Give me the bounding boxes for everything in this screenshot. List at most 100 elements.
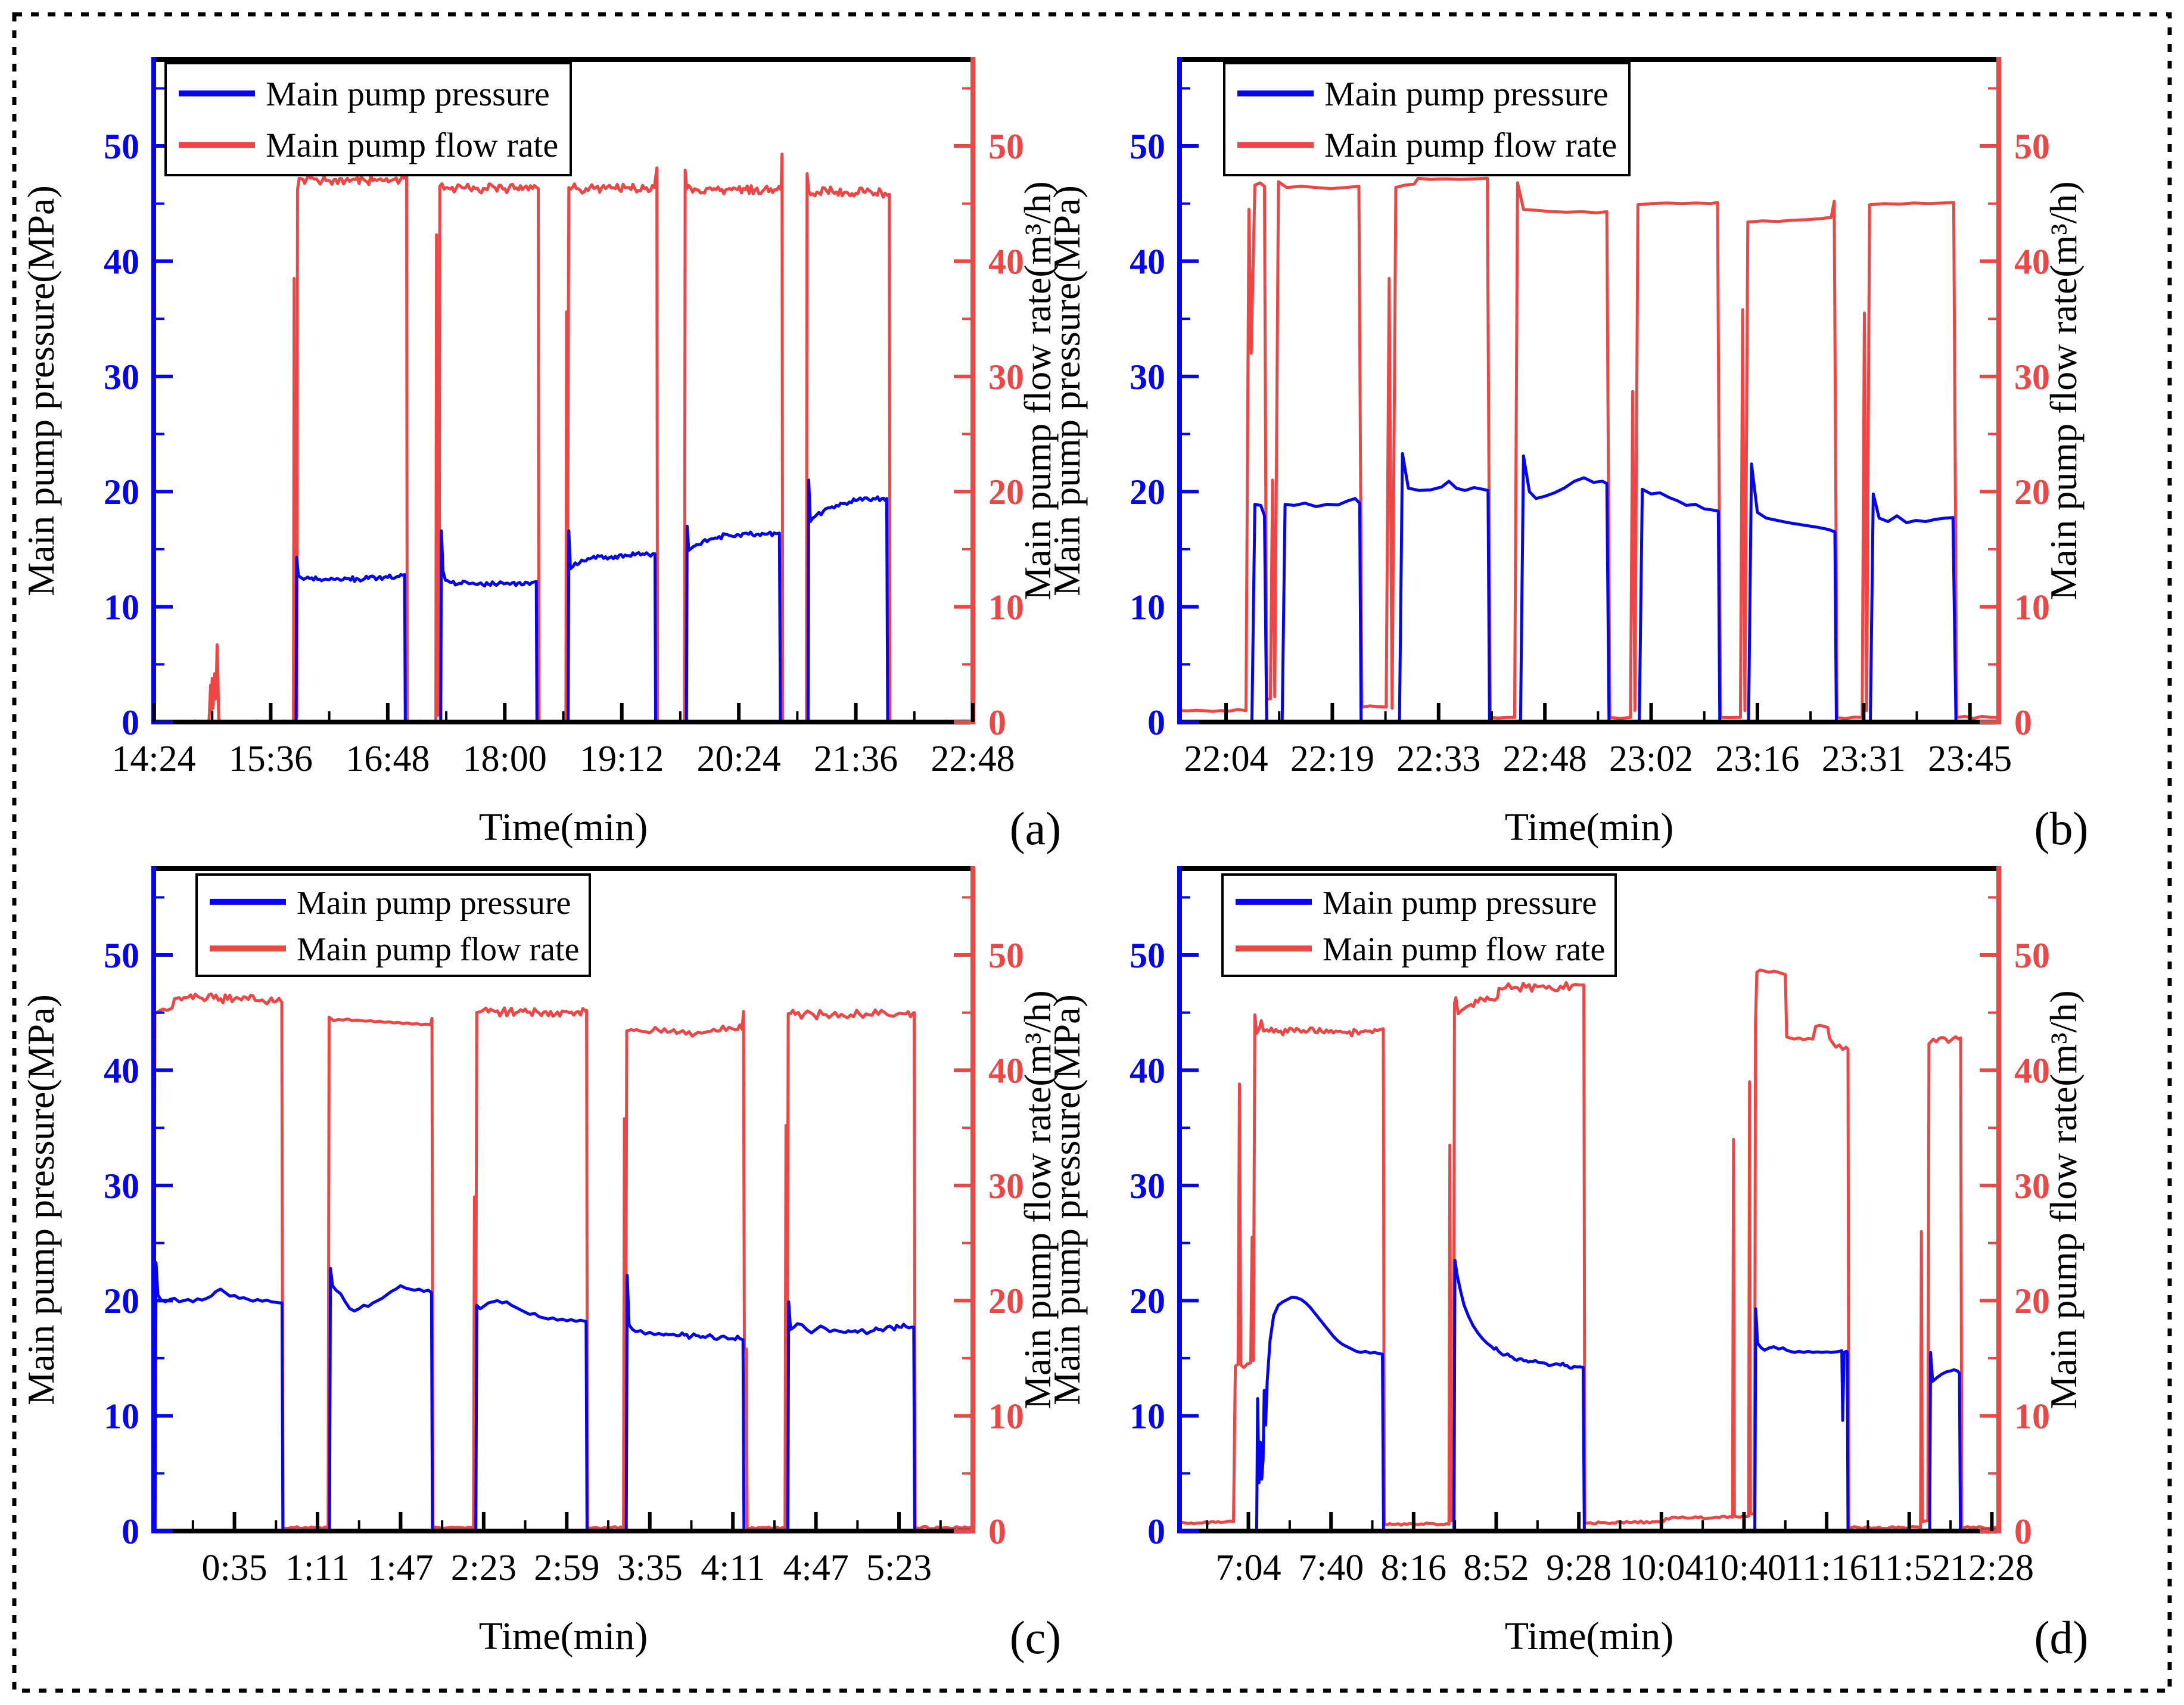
y-tick-label-left: 40 (1130, 1051, 1165, 1090)
y-axis-right-title: Main pump flow rate(m³/h) (1016, 181, 1059, 600)
x-tick-label: 22:48 (931, 739, 1015, 779)
x-tick-label: 1:11 (285, 1548, 350, 1588)
y-tick-label-left: 30 (1130, 357, 1165, 397)
plot-data-area (152, 992, 975, 1533)
y-tick-label-right: 50 (2014, 936, 2050, 975)
x-axis-title: Time(min) (1505, 1614, 1674, 1658)
x-tick-label: 23:45 (1928, 739, 2012, 779)
x-tick-label: 11:52 (1868, 1548, 1950, 1588)
y-axis-right-title: Main pump flow rate(m³/h) (2042, 181, 2085, 600)
flow-rate-line (1178, 176, 2001, 720)
y-tick-label-right: 30 (988, 1166, 1024, 1206)
x-tick-label: 2:23 (451, 1548, 517, 1588)
pressure-line (1178, 452, 2001, 724)
legend-box (164, 62, 572, 176)
x-tick-label: 0:35 (201, 1548, 267, 1588)
y-axis-left-title: Main pump pressure(MPa) (20, 994, 62, 1405)
y-tick-label-right: 20 (988, 1281, 1024, 1321)
legend: Main pump pressure Main pump flow rate (1223, 62, 1631, 176)
y-tick-label-right: 40 (988, 242, 1024, 281)
panel-d: 0 0 10 10 20 20 30 30 40 40 50 50 7:04 7:40 8:16 8:52 9:… (1046, 866, 2088, 1663)
pressure-line (1178, 1259, 2001, 1533)
flow-rate-line (152, 992, 975, 1530)
legend: Main pump pressure Main pump flow rate (1221, 873, 1617, 977)
y-tick-label-left: 30 (104, 357, 139, 397)
y-tick-label-left: 40 (104, 242, 139, 281)
legend-pressure-label: Main pump pressure (1323, 885, 1597, 922)
y-tick-label-left: 30 (1130, 1166, 1165, 1206)
y-tick-label-left: 20 (104, 1281, 139, 1321)
x-tick-label: 18:00 (463, 739, 547, 779)
x-tick-label: 22:19 (1290, 739, 1374, 779)
legend-box (1223, 62, 1631, 176)
pressure-line (152, 478, 975, 724)
x-tick-label: 1:47 (368, 1548, 433, 1588)
x-axis-title: Time(min) (479, 805, 648, 849)
figure-dashed-border (12, 12, 2172, 1693)
x-tick-label: 10:04 (1619, 1548, 1703, 1588)
y-tick-label-right: 0 (988, 703, 1006, 742)
y-tick-label-left: 50 (104, 936, 139, 975)
legend: Main pump pressure Main pump flow rate (164, 62, 572, 176)
y-axis-left-title: Main pump pressure(MPa) (1046, 994, 1088, 1405)
y-tick-label-left: 20 (1130, 472, 1165, 512)
y-tick-label-right: 10 (988, 1397, 1024, 1436)
x-tick-label: 23:16 (1715, 739, 1799, 779)
legend-pressure-label: Main pump pressure (297, 885, 571, 922)
y-tick-label-left: 50 (1130, 127, 1165, 166)
x-tick-label: 8:16 (1381, 1548, 1446, 1588)
x-tick-label: 7:04 (1215, 1548, 1281, 1588)
x-axis-title: Time(min) (1505, 805, 1674, 849)
y-tick-label-right: 20 (988, 472, 1024, 512)
panel-a: 0 0 10 10 20 20 30 30 40 40 50 50 14:24 15:36 16:48 18:… (20, 57, 1061, 854)
plot-data-area (1178, 968, 2001, 1533)
x-tick-label: 23:31 (1822, 739, 1906, 779)
x-tick-label: 23:02 (1609, 739, 1693, 779)
legend-pressure-label: Main pump pressure (1324, 74, 1609, 113)
x-tick-label: 8:52 (1463, 1548, 1529, 1588)
y-tick-label-right: 0 (2014, 1512, 2032, 1551)
x-tick-label: 2:59 (534, 1548, 599, 1588)
legend-flow-label: Main pump flow rate (266, 126, 558, 164)
x-axis-title: Time(min) (479, 1614, 648, 1658)
y-tick-label-right: 20 (2014, 1281, 2050, 1321)
y-tick-label-left: 0 (122, 1512, 139, 1551)
y-axis-left-title: Main pump pressure(MPa) (1046, 185, 1088, 596)
y-tick-label-left: 10 (1130, 1397, 1165, 1436)
legend-flow-label: Main pump flow rate (297, 931, 579, 968)
x-tick-label: 19:12 (580, 739, 664, 779)
y-tick-label-left: 0 (122, 703, 139, 742)
panel-letter: (a) (1010, 802, 1062, 854)
y-tick-label-right: 20 (2014, 472, 2050, 512)
y-tick-label-left: 40 (1130, 242, 1165, 281)
panel-letter: (c) (1010, 1611, 1062, 1663)
panel-letter: (d) (2034, 1611, 2089, 1663)
x-tick-label: 14:24 (111, 739, 195, 779)
y-tick-label-left: 50 (104, 127, 139, 166)
y-tick-label-right: 30 (2014, 357, 2050, 397)
y-tick-label-right: 40 (988, 1051, 1024, 1090)
x-tick-label: 20:24 (697, 739, 781, 779)
pressure-line (152, 1261, 975, 1533)
plot-data-area (1178, 176, 2001, 724)
y-tick-label-left: 10 (104, 1397, 139, 1436)
y-tick-label-left: 10 (104, 588, 139, 627)
y-tick-label-left: 20 (104, 472, 139, 512)
plot-data-area (152, 153, 975, 724)
panel-b: 0 0 10 10 20 20 30 30 40 40 50 50 22:04 22:19 22:33 22:… (1046, 57, 2088, 854)
legend-pressure-label: Main pump pressure (266, 74, 550, 113)
panel-letter: (b) (2034, 802, 2089, 854)
x-tick-label: 16:48 (346, 739, 430, 779)
x-tick-label: 12:28 (1950, 1548, 2034, 1588)
y-tick-label-right: 10 (2014, 588, 2050, 627)
legend-flow-label: Main pump flow rate (1323, 931, 1605, 968)
y-tick-label-right: 30 (988, 357, 1024, 397)
x-tick-label: 5:23 (866, 1548, 932, 1588)
y-axis-right-title: Main pump flow rate(m³/h) (1016, 990, 1059, 1409)
y-tick-label-right: 40 (2014, 242, 2050, 281)
y-tick-label-left: 0 (1147, 703, 1165, 742)
x-tick-label: 15:36 (229, 739, 313, 779)
y-tick-label-right: 30 (2014, 1166, 2050, 1206)
x-tick-label: 9:28 (1546, 1548, 1611, 1588)
